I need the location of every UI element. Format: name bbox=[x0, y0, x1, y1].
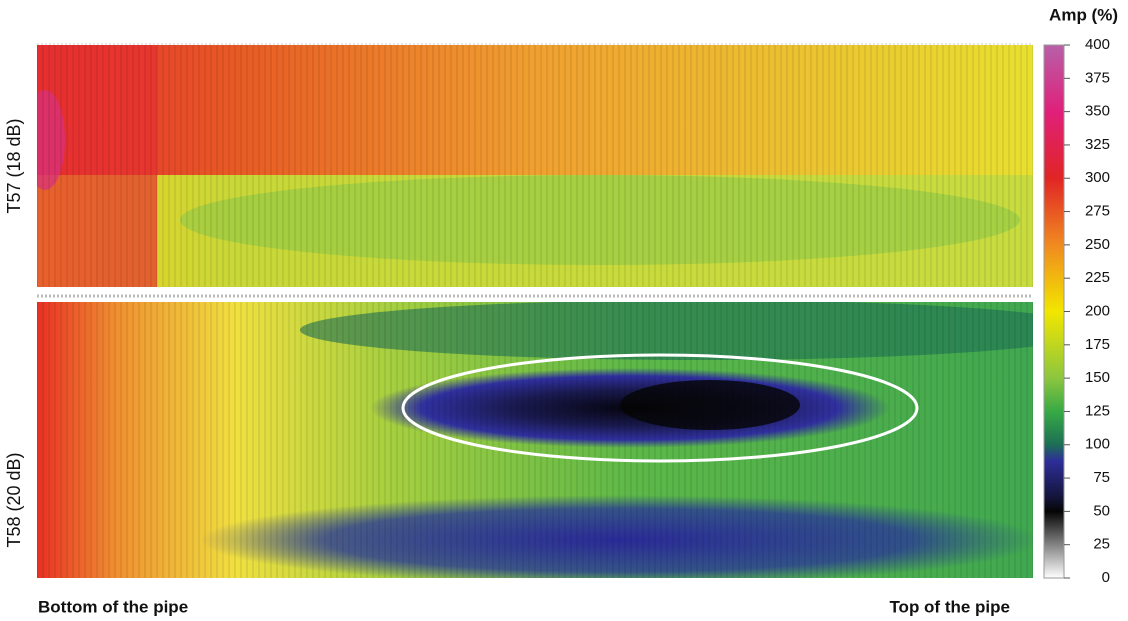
colorbar-tick-label: 275 bbox=[1085, 203, 1110, 220]
colorbar-tick-label: 50 bbox=[1093, 502, 1110, 519]
colorbar-title: Amp (%) bbox=[1049, 5, 1118, 24]
colorbar-tick-label: 375 bbox=[1085, 69, 1110, 86]
colorbar-tick-label: 300 bbox=[1085, 169, 1110, 186]
x-label: Bottom of the pipe bbox=[38, 597, 188, 616]
panel-label: T57 (18 dB) bbox=[4, 118, 24, 213]
x-label: Top of the pipe bbox=[889, 597, 1010, 616]
colorbar-tick-label: 125 bbox=[1085, 402, 1110, 419]
colorbar bbox=[1043, 44, 1065, 579]
colorbar-tick-label: 150 bbox=[1085, 369, 1110, 386]
panel-bottom-map bbox=[37, 302, 1033, 578]
panel-label: T58 (20 dB) bbox=[4, 452, 24, 547]
colorbar-tick-label: 250 bbox=[1085, 236, 1110, 253]
colorbar-tick-label: 0 bbox=[1102, 569, 1110, 586]
colorbar-tick-label: 225 bbox=[1085, 269, 1110, 286]
colorbar-tick-label: 25 bbox=[1093, 536, 1110, 553]
colorbar-tick-label: 350 bbox=[1085, 103, 1110, 120]
colorbar-tick-label: 175 bbox=[1085, 336, 1110, 353]
colorbar-tick-label: 75 bbox=[1093, 469, 1110, 486]
colorbar-tick-label: 400 bbox=[1085, 36, 1110, 53]
colorbar-tick-label: 325 bbox=[1085, 136, 1110, 153]
colorbar-tick-label: 200 bbox=[1085, 302, 1110, 319]
highlight-ellipse bbox=[401, 353, 919, 463]
panel-top-map bbox=[37, 45, 1033, 287]
colorbar-tick-label: 100 bbox=[1085, 436, 1110, 453]
